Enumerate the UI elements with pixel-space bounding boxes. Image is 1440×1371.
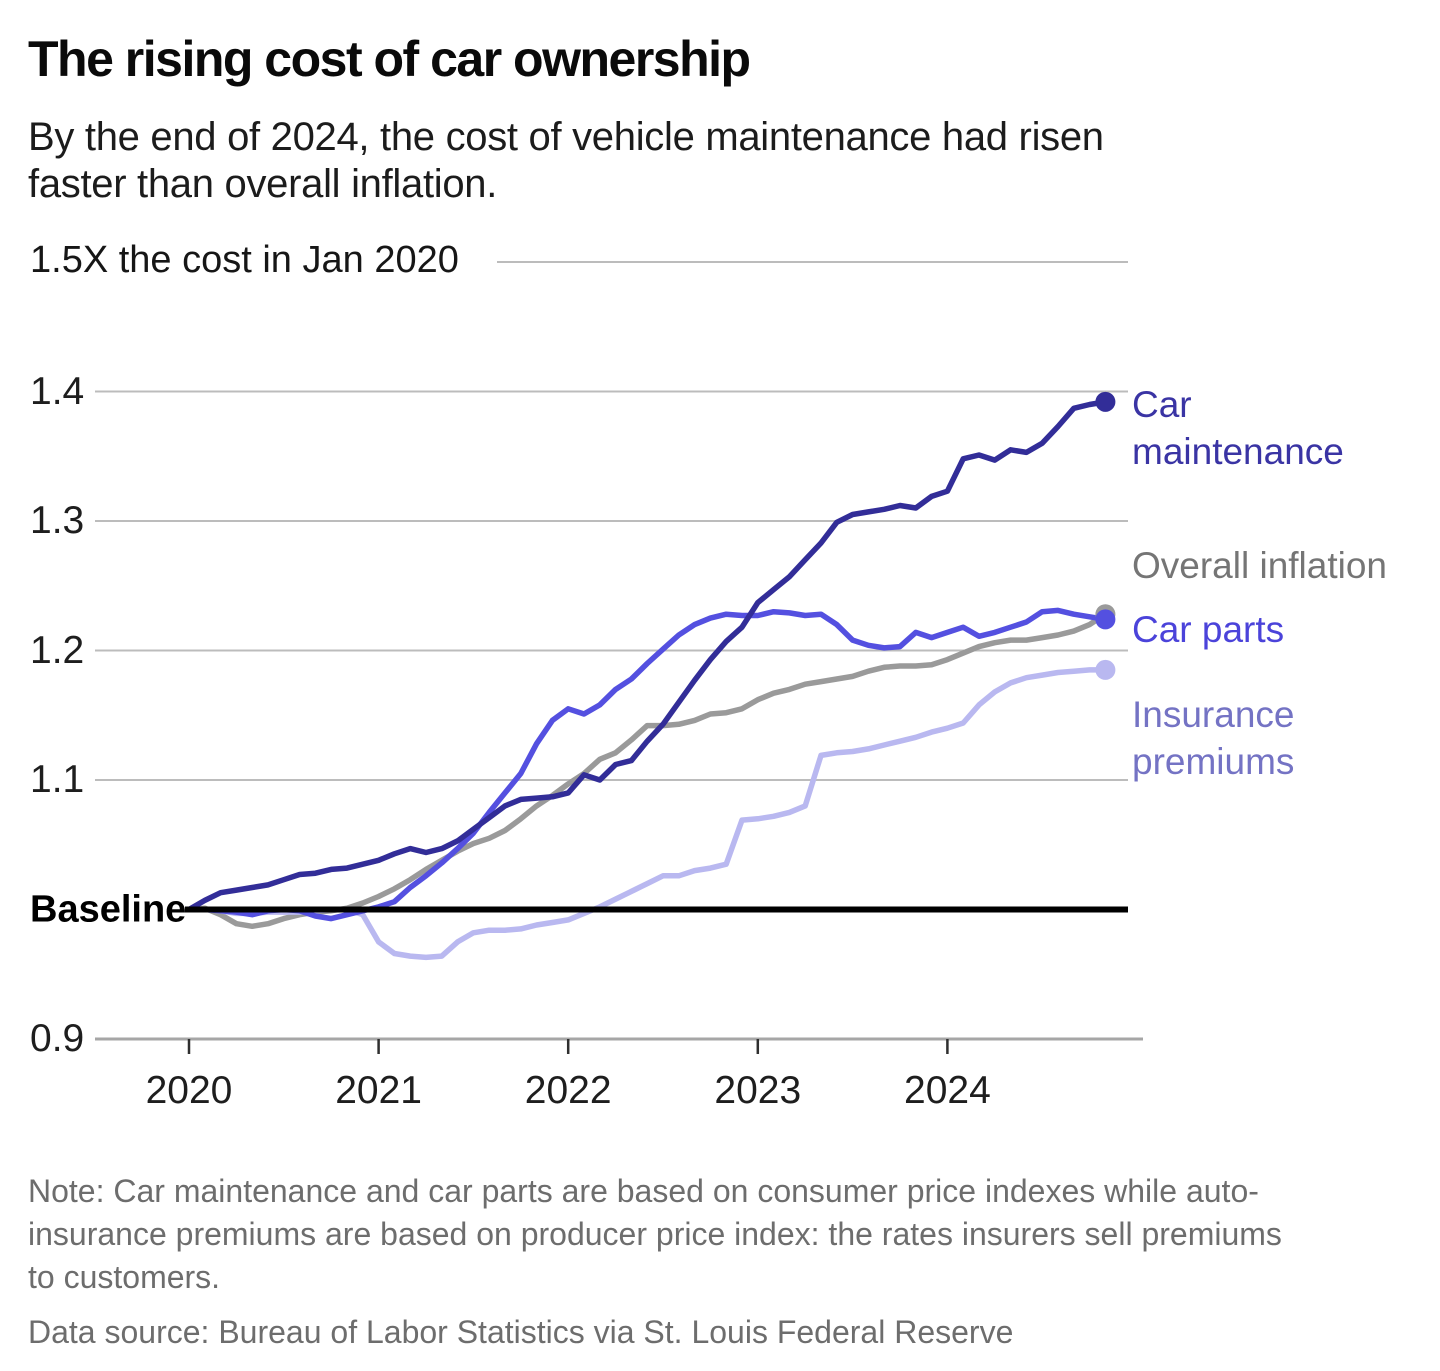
footnote-line-1: Note: Car maintenance and car parts are … bbox=[28, 1173, 1259, 1209]
line-car-maintenance bbox=[186, 399, 1109, 913]
footnote-line-3: to customers. bbox=[28, 1259, 221, 1295]
series-label-line: Insurance bbox=[1132, 694, 1295, 735]
y-tick-label-1.3: 1.3 bbox=[30, 499, 85, 542]
x-tick-label-2024: 2024 bbox=[904, 1069, 991, 1112]
series-label-line: Overall inflation bbox=[1132, 545, 1388, 586]
y-tick-label-1.1: 1.1 bbox=[30, 758, 85, 801]
page-title: The rising cost of car ownership bbox=[28, 31, 751, 87]
y-tick-label-0.9: 0.9 bbox=[30, 1017, 85, 1060]
endpoint-dot-insurance-premiums bbox=[1095, 659, 1116, 680]
series-label-line: Car parts bbox=[1132, 609, 1285, 650]
footnote-line-2: insurance premiums are based on producer… bbox=[28, 1216, 1282, 1252]
series-label-car-parts: Car parts bbox=[1132, 606, 1284, 653]
y-axis-top-label: 1.5X the cost in Jan 2020 bbox=[30, 239, 459, 281]
x-tick-label-2021: 2021 bbox=[335, 1069, 422, 1112]
y-tick-label-1.2: 1.2 bbox=[30, 628, 85, 672]
series-label-insurance-premiums: Insurance premiums bbox=[1132, 691, 1295, 785]
series-label-line: maintenance bbox=[1132, 431, 1344, 472]
page-subtitle: By the end of 2024, the cost of vehicle … bbox=[28, 114, 1104, 208]
series-label-line: premiums bbox=[1132, 741, 1295, 782]
series-label-line: Car bbox=[1132, 384, 1192, 425]
line-car-parts bbox=[186, 607, 1109, 922]
endpoint-dot-car-maintenance bbox=[1095, 391, 1116, 412]
y-tick-label-1.4: 1.4 bbox=[30, 369, 85, 413]
x-tick-label-2022: 2022 bbox=[524, 1069, 612, 1112]
subtitle-line-2: faster than overall inflation. bbox=[28, 162, 498, 206]
series-label-overall-inflation: Overall inflation bbox=[1132, 542, 1387, 589]
x-tick-label-2023: 2023 bbox=[714, 1069, 802, 1112]
line-insurance-premiums bbox=[186, 667, 1109, 961]
endpoint-dot-car-parts bbox=[1095, 609, 1116, 630]
subtitle-line-1: By the end of 2024, the cost of vehicle … bbox=[28, 115, 1104, 159]
data-source: Data source: Bureau of Labor Statistics … bbox=[28, 1314, 1014, 1350]
series-label-car-maintenance: Car maintenance bbox=[1132, 381, 1344, 475]
baseline-label: Baseline bbox=[30, 888, 187, 930]
footnote: Note: Car maintenance and car parts are … bbox=[28, 1170, 1282, 1299]
x-tick-label-2020: 2020 bbox=[145, 1069, 233, 1112]
